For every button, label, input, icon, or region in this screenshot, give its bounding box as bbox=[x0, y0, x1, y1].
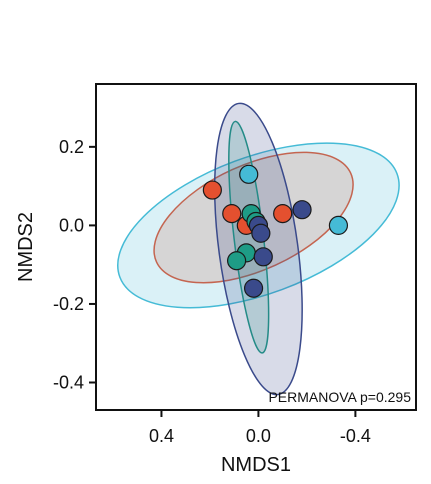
y-tick-label: -0.2 bbox=[53, 294, 84, 314]
group-2-point-2 bbox=[328, 215, 349, 235]
data-points bbox=[202, 164, 349, 298]
y-tick-label: -0.4 bbox=[53, 373, 84, 393]
group-4-point-5 bbox=[243, 278, 264, 298]
y-axis-title: NMDS2 bbox=[15, 212, 37, 282]
x-tick-label: 0.0 bbox=[246, 426, 271, 446]
x-axis-title: NMDS1 bbox=[221, 454, 291, 476]
group-1-point-2 bbox=[222, 204, 242, 224]
group-3-point-4 bbox=[227, 251, 247, 271]
y-axis-ticks: 0.2 0.0 -0.2 -0.4 bbox=[53, 137, 96, 393]
group-4-point-4 bbox=[253, 247, 273, 267]
y-tick-label: 0.0 bbox=[59, 215, 84, 235]
x-axis-ticks: 0.4 0.0 -0.4 bbox=[149, 410, 371, 446]
y-tick-label: 0.2 bbox=[59, 137, 84, 157]
x-tick-label: 0.4 bbox=[149, 426, 174, 446]
plot-area-frame bbox=[95, 83, 417, 411]
x-tick-label: -0.4 bbox=[340, 426, 371, 446]
group-1-point-1 bbox=[202, 180, 222, 200]
group-1-point-3 bbox=[273, 204, 293, 224]
group-4-point-3 bbox=[251, 223, 271, 243]
permanova-annotation: PERMANOVA p=0.295 bbox=[268, 389, 411, 405]
group-2-point-1 bbox=[239, 164, 259, 184]
group-4-point-1 bbox=[292, 200, 312, 220]
